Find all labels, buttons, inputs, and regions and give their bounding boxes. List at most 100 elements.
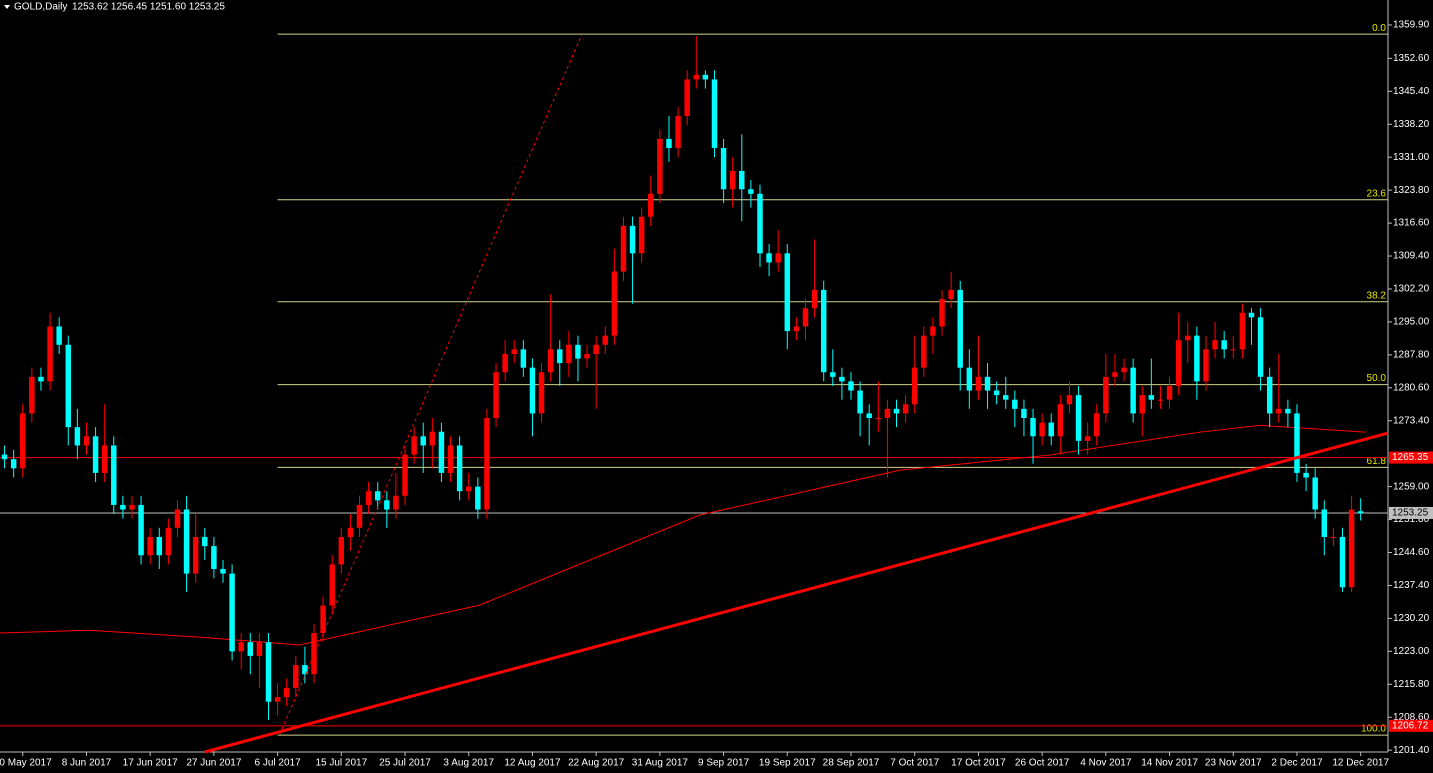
candle-body xyxy=(83,436,90,446)
x-tick-label: 17 Jun 2017 xyxy=(123,758,178,769)
candle-body xyxy=(65,344,71,428)
candle-body xyxy=(101,445,108,473)
candle-body xyxy=(975,376,982,391)
x-tick-label: 12 Aug 2017 xyxy=(504,758,561,769)
candle-body xyxy=(129,504,135,510)
candle-body xyxy=(220,568,226,574)
candle-body xyxy=(1203,349,1209,382)
candle-body xyxy=(629,225,636,254)
x-tick-label: 15 Jul 2017 xyxy=(315,758,367,769)
candle-body xyxy=(238,642,244,652)
x-tick-label: 28 Sep 2017 xyxy=(823,758,880,769)
y-tick-label: 1244.60 xyxy=(1393,547,1430,558)
candle-body xyxy=(638,216,645,254)
price-label: 1253.25 xyxy=(1392,508,1429,519)
candle-body xyxy=(902,404,909,414)
candle-body xyxy=(1348,509,1355,588)
candle-body xyxy=(602,335,608,345)
candle-body xyxy=(884,408,891,419)
candle-body xyxy=(529,367,536,414)
candle-body xyxy=(1294,413,1300,473)
y-tick-label: 1215.80 xyxy=(1393,679,1430,690)
x-tick-label: 25 Jul 2017 xyxy=(379,758,431,769)
candle-body xyxy=(811,289,818,309)
candle-body xyxy=(1166,385,1173,400)
candle-body xyxy=(1012,399,1018,409)
x-tick-label: 9 Sep 2017 xyxy=(698,758,750,769)
candle-body xyxy=(1276,408,1282,414)
candle-body xyxy=(693,74,700,80)
candle-body xyxy=(192,536,199,574)
candle-body xyxy=(893,408,900,414)
candle-body xyxy=(930,326,936,336)
candle-body xyxy=(1185,335,1191,341)
y-tick-label: 1237.40 xyxy=(1393,580,1430,591)
x-tick-label: 6 Jul 2017 xyxy=(255,758,302,769)
candle-body xyxy=(830,372,836,377)
candle-body xyxy=(1057,404,1064,437)
candle-body xyxy=(265,642,272,702)
x-tick-label: 26 Oct 2017 xyxy=(1015,758,1070,769)
candle-body xyxy=(1148,395,1155,400)
candle-body xyxy=(1130,367,1136,414)
candle-body xyxy=(648,193,654,217)
candle-body xyxy=(211,546,217,569)
candle-body xyxy=(475,486,481,510)
candle-body xyxy=(447,445,454,473)
candle-body xyxy=(520,349,527,368)
candle-body xyxy=(675,116,681,149)
candle-body xyxy=(1194,335,1200,382)
candle-body xyxy=(420,436,426,446)
candle-body xyxy=(984,376,991,391)
candle-body xyxy=(1139,395,1145,414)
candle-body xyxy=(1266,376,1273,414)
candle-body xyxy=(939,299,945,327)
candle-body xyxy=(802,308,809,327)
y-tick-label: 1359.90 xyxy=(1393,20,1430,31)
fib-label: 38.2 xyxy=(1367,290,1387,301)
candle-body xyxy=(547,349,554,373)
candle-body xyxy=(839,376,845,382)
y-tick-label: 1295.00 xyxy=(1393,317,1430,328)
y-tick-label: 1259.00 xyxy=(1393,481,1430,492)
x-tick-label: 23 Nov 2017 xyxy=(1205,758,1262,769)
candle-body xyxy=(138,504,144,556)
candle-body xyxy=(329,564,335,606)
y-tick-label: 1323.80 xyxy=(1393,185,1430,196)
fib-label: 61.8 xyxy=(1367,456,1387,467)
candle-body xyxy=(611,271,618,336)
candle-body xyxy=(247,642,254,656)
candle-body xyxy=(10,459,17,469)
candle-body xyxy=(1003,395,1009,400)
candle-body xyxy=(657,138,663,194)
candle-body xyxy=(111,445,117,505)
candle-body xyxy=(584,353,590,359)
menu-arrow[interactable] xyxy=(4,5,10,9)
y-tick-label: 1201.40 xyxy=(1393,745,1430,756)
x-tick-label: 8 Jun 2017 xyxy=(62,758,112,769)
candle-body xyxy=(820,289,827,373)
x-tick-label: 3 Aug 2017 xyxy=(443,758,494,769)
candle-body xyxy=(793,326,800,332)
candle-body xyxy=(274,697,281,702)
candle-body xyxy=(1330,536,1337,538)
y-tick-label: 1338.20 xyxy=(1393,119,1430,130)
candle-body xyxy=(557,349,563,364)
candle-body xyxy=(338,536,345,565)
price-label: 1206.72 xyxy=(1392,720,1429,731)
candle-body xyxy=(784,253,791,332)
symbol-title: GOLD,Daily xyxy=(14,2,67,13)
candle-body xyxy=(92,436,99,473)
candle-body xyxy=(748,189,754,194)
candle-body xyxy=(866,413,872,419)
x-tick-label: 27 Jun 2017 xyxy=(186,758,241,769)
fib-label: 100.0 xyxy=(1361,724,1386,735)
price-label-box xyxy=(1389,719,1433,732)
candle-body xyxy=(775,253,781,263)
candle-body xyxy=(165,527,172,556)
candle-body xyxy=(466,486,472,492)
x-tick-label: 31 Aug 2017 xyxy=(632,758,689,769)
candle-body xyxy=(293,665,299,688)
candle-body xyxy=(1312,477,1318,510)
candle-body xyxy=(174,509,181,528)
